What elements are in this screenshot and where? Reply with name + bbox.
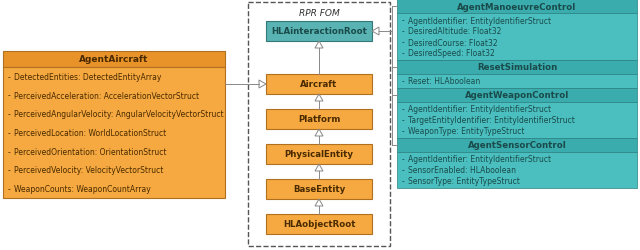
Text: -: - <box>402 49 404 58</box>
Text: Aircraft: Aircraft <box>300 80 338 89</box>
FancyBboxPatch shape <box>266 179 372 199</box>
Text: -: - <box>8 166 11 175</box>
Text: -: - <box>402 116 404 125</box>
Text: AgentWeaponControl: AgentWeaponControl <box>465 91 569 100</box>
Text: PerceivedVelocity: VelocityVectorStruct: PerceivedVelocity: VelocityVectorStruct <box>14 166 163 175</box>
FancyBboxPatch shape <box>397 152 637 188</box>
FancyBboxPatch shape <box>397 61 637 75</box>
FancyBboxPatch shape <box>266 110 372 130</box>
Text: DesiredAltitude: Float32: DesiredAltitude: Float32 <box>408 28 501 36</box>
Text: WeaponType: EntityTypeStruct: WeaponType: EntityTypeStruct <box>408 127 525 136</box>
Text: HLAobjectRoot: HLAobjectRoot <box>283 220 355 228</box>
Text: PerceivedLocation: WorldLocationStruct: PerceivedLocation: WorldLocationStruct <box>14 128 166 138</box>
Text: -: - <box>402 77 404 86</box>
Text: SensorEnabled: HLAboolean: SensorEnabled: HLAboolean <box>408 166 516 175</box>
Text: -: - <box>8 128 11 138</box>
Text: AgentSensorControl: AgentSensorControl <box>468 141 566 150</box>
FancyBboxPatch shape <box>3 52 225 68</box>
Text: AgentManoeuvreControl: AgentManoeuvreControl <box>458 2 577 12</box>
Text: Platform: Platform <box>298 115 340 124</box>
Text: AgentAircraft: AgentAircraft <box>79 55 148 64</box>
Text: DetectedEntities: DetectedEntityArray: DetectedEntities: DetectedEntityArray <box>14 72 161 82</box>
Text: AgentIdentifier: EntityIdentifierStruct: AgentIdentifier: EntityIdentifierStruct <box>408 105 551 114</box>
Text: Reset: HLAboolean: Reset: HLAboolean <box>408 77 480 86</box>
FancyBboxPatch shape <box>397 0 637 14</box>
FancyBboxPatch shape <box>397 14 637 61</box>
Text: HLAinteractionRoot: HLAinteractionRoot <box>271 28 367 36</box>
Text: BaseEntity: BaseEntity <box>293 185 345 194</box>
Text: -: - <box>402 127 404 136</box>
Text: PerceivedAngularVelocity: AngularVelocityVectorStruct: PerceivedAngularVelocity: AngularVelocit… <box>14 110 223 119</box>
FancyBboxPatch shape <box>397 138 637 152</box>
Text: RPR FOM: RPR FOM <box>299 10 339 18</box>
FancyBboxPatch shape <box>397 89 637 102</box>
Text: -: - <box>402 177 404 186</box>
Text: -: - <box>8 110 11 119</box>
Text: AgentIdentifier: EntityIdentifierStruct: AgentIdentifier: EntityIdentifierStruct <box>408 16 551 26</box>
Text: -: - <box>8 184 11 193</box>
Text: -: - <box>402 155 404 164</box>
FancyBboxPatch shape <box>266 75 372 94</box>
Text: -: - <box>402 38 404 47</box>
Text: WeaponCounts: WeaponCountArray: WeaponCounts: WeaponCountArray <box>14 184 151 193</box>
FancyBboxPatch shape <box>397 102 637 139</box>
Text: -: - <box>402 28 404 36</box>
Text: -: - <box>402 16 404 26</box>
Text: -: - <box>8 147 11 156</box>
Text: SensorType: EntityTypeStruct: SensorType: EntityTypeStruct <box>408 177 520 186</box>
Text: -: - <box>8 91 11 100</box>
Text: PhysicalEntity: PhysicalEntity <box>285 150 353 159</box>
Text: PerceivedAcceleration: AccelerationVectorStruct: PerceivedAcceleration: AccelerationVecto… <box>14 91 199 100</box>
FancyBboxPatch shape <box>266 214 372 234</box>
Text: -: - <box>8 72 11 82</box>
FancyBboxPatch shape <box>266 144 372 164</box>
Text: DesiredCourse: Float32: DesiredCourse: Float32 <box>408 38 498 47</box>
FancyBboxPatch shape <box>266 22 372 42</box>
Text: TargetEntityIdentifier: EntityIdentifierStruct: TargetEntityIdentifier: EntityIdentifier… <box>408 116 575 125</box>
Text: AgentIdentifier: EntityIdentifierStruct: AgentIdentifier: EntityIdentifierStruct <box>408 155 551 164</box>
FancyBboxPatch shape <box>3 68 225 198</box>
Text: PerceivedOrientation: OrientationStruct: PerceivedOrientation: OrientationStruct <box>14 147 166 156</box>
Text: -: - <box>402 105 404 114</box>
FancyBboxPatch shape <box>397 75 637 89</box>
Text: DesiredSpeed: Float32: DesiredSpeed: Float32 <box>408 49 495 58</box>
Text: -: - <box>402 166 404 175</box>
Text: ResetSimulation: ResetSimulation <box>477 63 557 72</box>
